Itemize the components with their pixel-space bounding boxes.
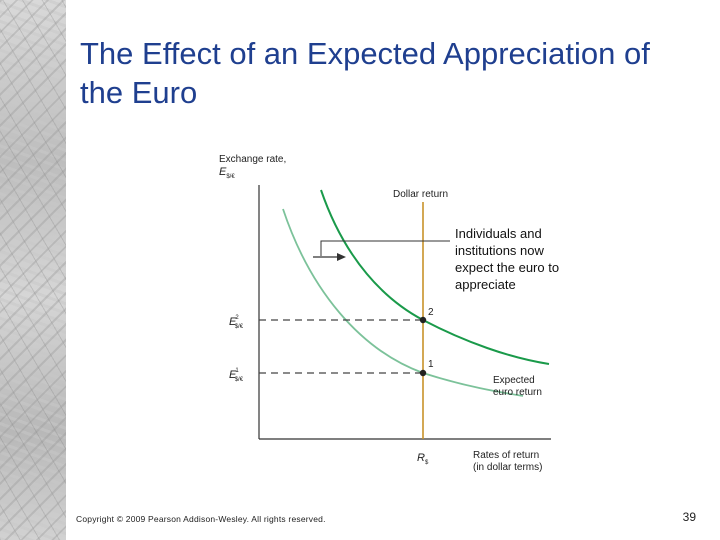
dollar-return-label: Dollar return <box>393 189 448 200</box>
point-2-label: 2 <box>428 307 434 318</box>
e1-tick-label: E1 $/€ <box>229 368 244 383</box>
marble-sidebar <box>0 0 66 540</box>
x-axis-label-2: (in dollar terms) <box>473 462 542 473</box>
annotation-leader-line <box>320 240 450 256</box>
e2-tick-label: E2 $/€ <box>229 315 244 330</box>
page-number: 39 <box>682 510 696 524</box>
x-axis-label-1: Rates of return <box>473 450 539 461</box>
expected-euro-return-label-2: euro return <box>493 387 542 398</box>
equilibrium-point-1 <box>419 369 427 377</box>
equilibrium-point-2 <box>419 316 427 324</box>
expected-euro-return-label-1: Expected <box>493 375 535 386</box>
copyright-notice: Copyright © 2009 Pearson Addison-Wesley.… <box>76 514 326 524</box>
y-axis-label: Exchange rate, <box>219 154 286 165</box>
y-axis-symbol: E$/€ <box>219 166 235 180</box>
slide-title: The Effect of an Expected Appreciation o… <box>80 36 650 110</box>
annotation-arrowhead-icon <box>337 253 346 261</box>
old-expected-euro-return-curve <box>282 208 524 397</box>
x-tick-label: R$ <box>417 452 429 466</box>
annotation-text: Individuals and institutions now expect … <box>455 226 563 292</box>
point-1-label: 1 <box>428 359 434 370</box>
